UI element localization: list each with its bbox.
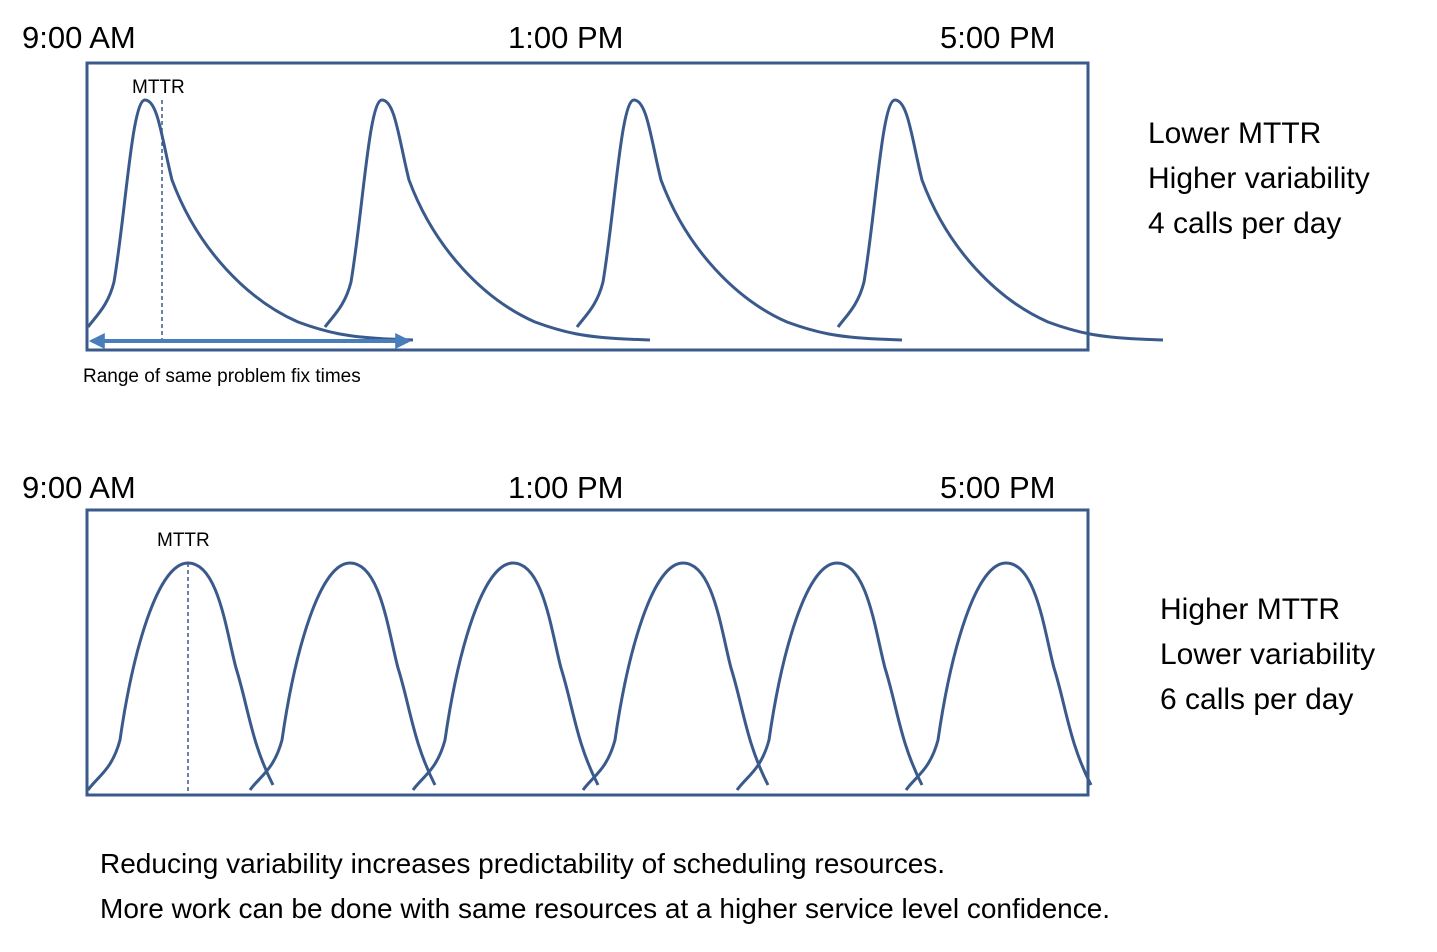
call-curve	[411, 561, 600, 792]
description: 6 calls per day	[1160, 683, 1353, 716]
timeline-box	[85, 508, 1090, 797]
time-label: 1:00 PM	[508, 20, 623, 55]
description: Higher variability	[1148, 162, 1370, 195]
footer-line: Reducing variability increases predictab…	[100, 848, 945, 879]
time-label: 9:00 AM	[22, 470, 136, 505]
range-label: Range of same problem fix times	[83, 366, 361, 387]
description: Higher MTTR	[1160, 593, 1340, 626]
call-curve	[575, 98, 904, 342]
timeline-box	[85, 61, 1090, 352]
mttr-label: MTTR	[132, 77, 185, 98]
call-curve	[323, 98, 652, 342]
time-label: 5:00 PM	[940, 20, 1055, 55]
panel-bottom: 9:00 AM 1:00 PM 5:00 PM MTTR Higher MTTR…	[22, 470, 1375, 797]
time-label: 1:00 PM	[508, 470, 623, 505]
footer-line: More work can be done with same resource…	[100, 893, 1110, 924]
call-curve	[86, 98, 415, 342]
time-label: 9:00 AM	[22, 20, 136, 55]
description: Lower MTTR	[1148, 117, 1321, 150]
call-curve	[248, 561, 437, 792]
description: Lower variability	[1160, 638, 1375, 671]
call-curve	[735, 561, 924, 792]
call-curve	[581, 561, 770, 792]
call-curve	[836, 98, 1165, 342]
time-label: 5:00 PM	[940, 470, 1055, 505]
call-curve	[86, 561, 275, 792]
mttr-label: MTTR	[157, 530, 210, 551]
call-curve	[904, 561, 1093, 792]
description: 4 calls per day	[1148, 207, 1341, 240]
panel-top: 9:00 AM 1:00 PM 5:00 PM MTTR Range of sa…	[22, 20, 1370, 387]
